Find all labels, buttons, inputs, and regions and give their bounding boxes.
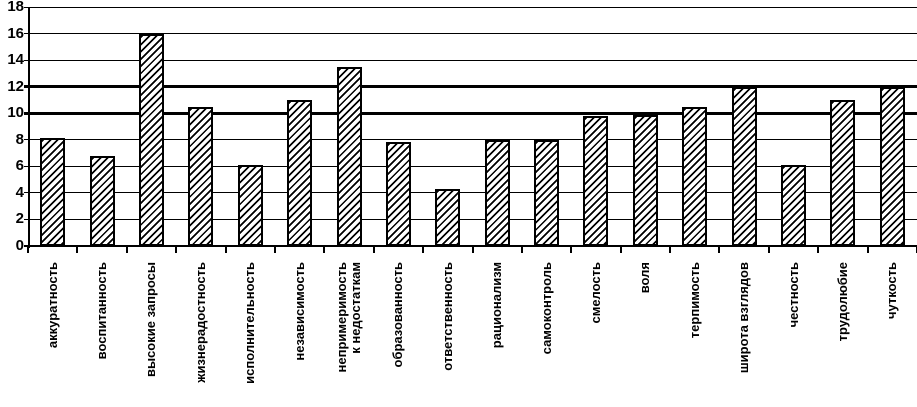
x-axis-tick <box>76 247 79 253</box>
bar <box>879 86 905 246</box>
bar <box>583 115 609 246</box>
x-axis-label: воспитанность <box>94 262 110 360</box>
x-axis-label: чуткость <box>884 262 900 319</box>
bar <box>89 155 115 246</box>
bar <box>731 86 757 246</box>
x-axis-tick <box>125 247 128 253</box>
x-axis-label: ответственность <box>439 262 455 371</box>
y-axis-line <box>28 7 30 248</box>
y-axis-tick-label: 14 <box>7 51 24 69</box>
x-axis-tick <box>767 247 770 253</box>
x-axis-label: аккуратность <box>44 262 60 349</box>
x-axis-tick <box>866 247 869 253</box>
bar <box>385 142 411 246</box>
y-axis-tick-label: 6 <box>15 157 24 175</box>
bar <box>237 165 263 246</box>
x-axis-label: честность <box>785 262 801 328</box>
x-axis-tick <box>619 247 622 253</box>
bar <box>336 66 362 246</box>
x-axis-tick <box>817 247 820 253</box>
x-axis-tick <box>175 247 178 253</box>
gridline <box>24 139 917 141</box>
gridline <box>24 192 917 194</box>
bar <box>138 33 164 246</box>
x-axis-tick <box>520 247 523 253</box>
x-axis-label: смелость <box>587 262 603 324</box>
x-axis-label: широта взглядов <box>736 262 752 374</box>
bar <box>435 188 461 246</box>
x-axis-label: образованность <box>390 262 406 368</box>
x-axis-label: воля <box>637 262 653 294</box>
x-axis-label: трудолюбие <box>834 262 850 342</box>
gridline <box>24 85 917 89</box>
x-axis-label: исполнительность <box>242 262 258 384</box>
x-axis-tick <box>471 247 474 253</box>
gridline <box>24 59 917 61</box>
x-axis-tick <box>323 247 326 253</box>
x-axis-label: непримеримость к недостаткам <box>334 262 364 373</box>
gridline <box>24 218 917 220</box>
bar <box>188 106 214 246</box>
bar <box>287 99 313 246</box>
bar <box>484 139 510 246</box>
x-axis-tick <box>718 247 721 253</box>
gridline <box>24 165 917 167</box>
x-axis-label: жизнерадостность <box>192 262 208 383</box>
x-axis-line <box>24 245 917 247</box>
x-axis-label: независимость <box>291 262 307 361</box>
x-axis-label: рационализм <box>489 262 505 349</box>
gridline <box>24 6 917 8</box>
bar <box>682 106 708 246</box>
bar <box>534 139 560 246</box>
y-axis-tick-label: 18 <box>7 0 24 15</box>
x-axis-tick <box>372 247 375 253</box>
bar <box>781 165 807 246</box>
y-axis-tick-label: 0 <box>15 237 24 254</box>
bar <box>632 114 658 246</box>
x-axis-tick <box>422 247 425 253</box>
x-axis-label: высокие запросы <box>143 262 159 378</box>
x-axis-label: самоконтроль <box>538 262 554 355</box>
bar <box>830 99 856 246</box>
bar <box>40 138 66 246</box>
y-axis-tick-label: 4 <box>15 183 24 201</box>
y-axis-tick-label: 12 <box>7 77 24 95</box>
gridline <box>24 33 917 35</box>
y-axis-tick-label: 2 <box>15 210 24 228</box>
x-axis-tick <box>27 247 29 253</box>
x-axis-label: терпимость <box>686 262 702 339</box>
y-axis-tick-label: 10 <box>7 104 24 122</box>
y-axis-tick-label: 8 <box>15 130 24 148</box>
gridline <box>24 111 917 115</box>
x-axis-tick <box>273 247 276 253</box>
x-axis-tick <box>224 247 227 253</box>
y-axis-tick-label: 16 <box>7 24 24 42</box>
x-axis-tick <box>669 247 672 253</box>
x-axis-tick <box>570 247 573 253</box>
